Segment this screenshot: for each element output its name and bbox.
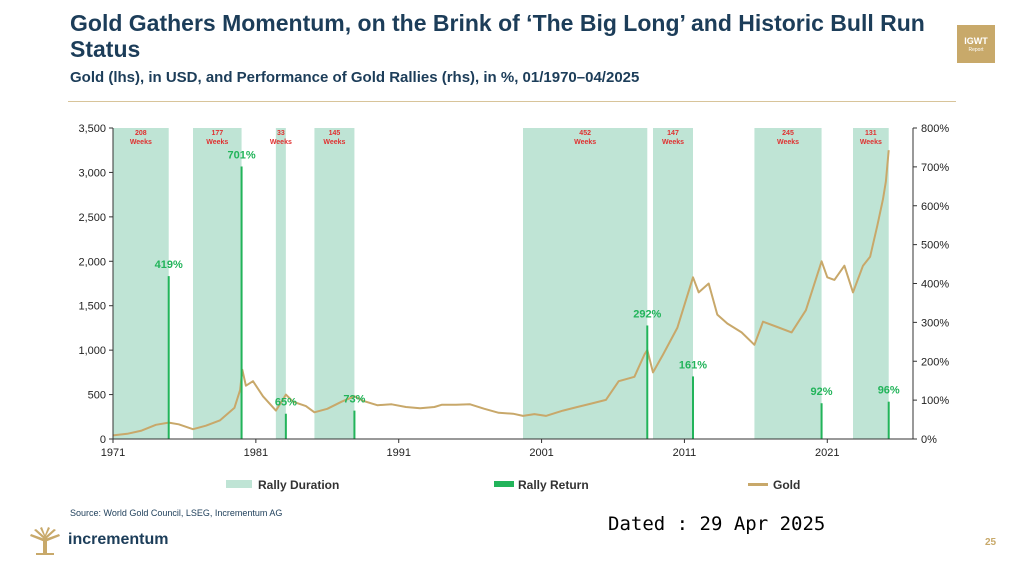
rally-weeks-unit-0: Weeks (130, 139, 152, 146)
right-tick-label-7: 700% (921, 162, 949, 174)
source-note: Source: World Gold Council, LSEG, Increm… (70, 508, 283, 518)
rally-weeks-value-1: 177 (211, 130, 223, 137)
legend-label-rally-return: Rally Return (518, 478, 589, 492)
rally-return-label-5: 161% (679, 359, 707, 371)
gold-price-line (112, 150, 890, 437)
left-tick-label-3: 1,500 (78, 301, 106, 313)
x-tick-label-5: 2021 (815, 447, 839, 459)
rally-weeks-value-7: 131 (865, 130, 877, 137)
rally-return-bar-7 (887, 401, 890, 439)
tree-logo-icon (30, 527, 60, 555)
rally-weeks-value-0: 208 (135, 130, 147, 137)
x-tick-label-0: 1971 (101, 447, 125, 459)
x-tick-label-3: 2001 (529, 447, 553, 459)
rally-weeks-unit-7: Weeks (860, 139, 882, 146)
right-tick-label-0: 0% (921, 434, 937, 446)
rally-return-label-4: 292% (633, 308, 661, 320)
right-tick-label-5: 500% (921, 240, 949, 252)
rally-weeks-value-5: 147 (667, 130, 679, 137)
page-number: 25 (985, 537, 997, 548)
x-tick-label-4: 2011 (673, 447, 697, 459)
rally-weeks-value-2: 33 (277, 130, 285, 137)
rally-return-label-6: 92% (811, 386, 833, 398)
rally-weeks-unit-4: Weeks (574, 139, 596, 146)
rally-return-bar-0 (167, 276, 170, 439)
rally-duration-band-7 (853, 128, 889, 439)
page-title: Gold Gathers Momentum, on the Brink of ‘… (70, 10, 925, 62)
x-tick-label-1: 1981 (244, 447, 268, 459)
left-tick-label-6: 3,000 (78, 167, 106, 179)
left-tick-label-5: 2,500 (78, 212, 106, 224)
rally-weeks-unit-5: Weeks (662, 139, 684, 146)
rally-duration-band-0 (113, 128, 169, 439)
badge-subtitle: Report (968, 47, 984, 53)
left-tick-label-7: 3,500 (78, 123, 106, 135)
left-tick-label-2: 1,000 (78, 345, 106, 357)
right-tick-label-4: 400% (921, 279, 949, 291)
legend-label-rally-duration: Rally Duration (258, 478, 340, 492)
rally-weeks-unit-1: Weeks (206, 139, 228, 146)
legend-swatch-gold (748, 483, 768, 486)
rally-duration-band-5 (653, 128, 693, 439)
left-tick-label-0: 0 (100, 434, 106, 446)
rally-return-bar-4 (646, 325, 649, 439)
rally-duration-band-2 (275, 128, 286, 439)
badge-title: IGWT (964, 36, 988, 46)
legend-swatch-rally-duration (226, 480, 252, 488)
right-tick-label-2: 200% (921, 356, 949, 368)
rally-weeks-unit-3: Weeks (323, 139, 345, 146)
rally-weeks-unit-2: Weeks (270, 139, 292, 146)
rally-return-bar-5 (692, 376, 694, 439)
right-tick-label-8: 800% (921, 123, 949, 135)
brand-name: incrementum (68, 531, 169, 548)
rally-return-label-0: 419% (155, 259, 183, 271)
rally-duration-band-6 (754, 128, 822, 439)
report-badge: IGWT Report (957, 25, 995, 63)
rally-weeks-unit-6: Weeks (777, 139, 799, 146)
rally-return-bar-1 (240, 166, 243, 439)
legend-swatch-rally-return (494, 481, 514, 487)
header-divider (68, 101, 956, 102)
rally-return-label-2: 65% (275, 397, 297, 409)
rally-return-bar-6 (820, 403, 823, 439)
legend-label-gold: Gold (773, 478, 801, 492)
x-tick-label-2: 1991 (386, 447, 410, 459)
rally-return-bar-3 (353, 410, 356, 439)
rally-return-label-3: 73% (343, 394, 365, 406)
dated-stamp: Dated : 29 Apr 2025 (608, 513, 826, 535)
right-tick-label-1: 100% (921, 395, 949, 407)
left-tick-label-1: 500 (88, 390, 106, 402)
rally-return-label-1: 701% (228, 149, 256, 161)
rally-duration-band-1 (193, 128, 242, 439)
rally-duration-band-3 (314, 128, 355, 439)
rally-duration-band-4 (523, 128, 648, 439)
gold-rally-chart: 419%208Weeks701%177Weeks65%33Weeks73%145… (78, 123, 949, 459)
right-tick-label-3: 300% (921, 317, 949, 329)
rally-return-label-7: 96% (878, 385, 900, 397)
rally-weeks-value-6: 245 (782, 130, 794, 137)
chart-subtitle: Gold (lhs), in USD, and Performance of G… (70, 69, 640, 86)
rally-return-bar-2 (284, 413, 287, 439)
left-tick-label-4: 2,000 (78, 256, 106, 268)
rally-weeks-value-3: 145 (329, 130, 341, 137)
right-tick-label-6: 600% (921, 201, 949, 213)
rally-weeks-value-4: 452 (579, 130, 591, 137)
